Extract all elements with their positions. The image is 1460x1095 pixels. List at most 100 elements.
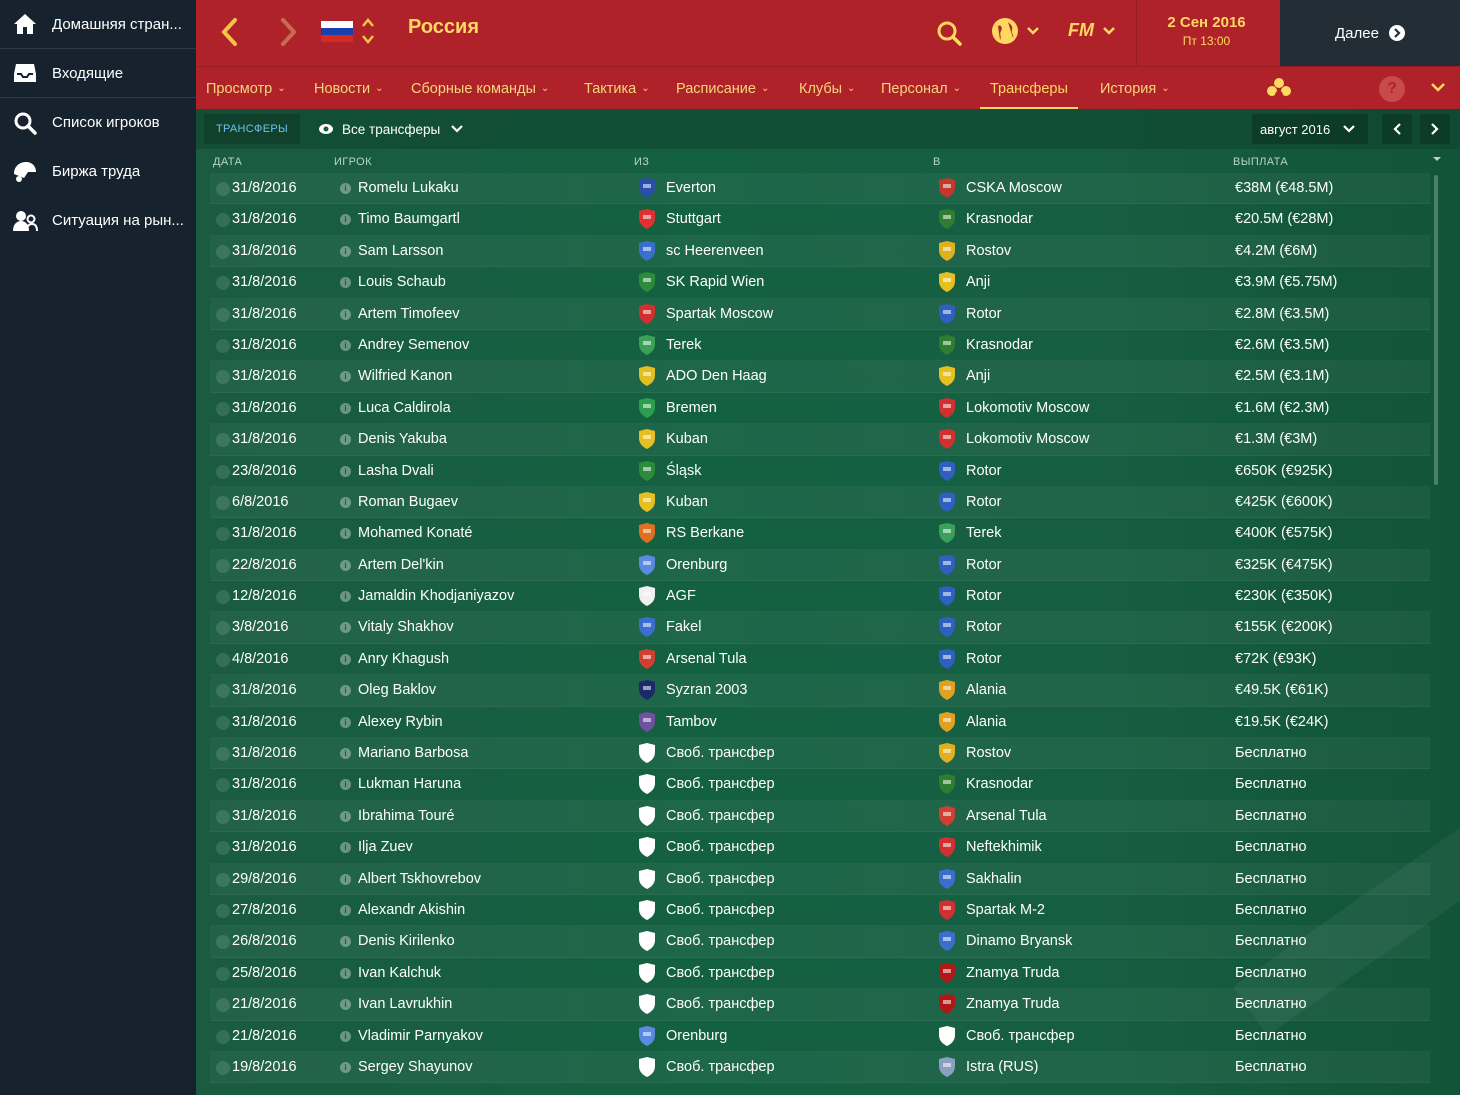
player-name-link[interactable]: Timo Baumgartl <box>358 211 460 228</box>
info-icon[interactable]: i <box>340 685 351 697</box>
info-icon[interactable]: i <box>340 214 351 226</box>
menu-history[interactable]: История ⌄ <box>1100 67 1170 110</box>
row-select-checkbox[interactable] <box>216 903 230 918</box>
table-row[interactable]: 19/8/2016 i Sergey Shayunov Своб. трансфер I… <box>210 1051 1430 1084</box>
info-icon[interactable]: i <box>340 591 351 603</box>
row-select-checkbox[interactable] <box>216 307 230 322</box>
from-club-link[interactable]: Tambov <box>666 713 717 730</box>
table-row[interactable]: 31/8/2016 i Oleg Baklov Syzran 2003 Alania €4… <box>210 675 1430 707</box>
player-name-link[interactable]: Sergey Shayunov <box>358 1058 473 1075</box>
row-select-checkbox[interactable] <box>216 338 230 353</box>
table-row[interactable]: 31/8/2016 i Mariano Barbosa Своб. трансфер R… <box>210 738 1430 770</box>
search-button[interactable] <box>936 20 962 51</box>
prev-month-button[interactable] <box>1382 114 1412 144</box>
info-icon[interactable]: i <box>340 999 351 1011</box>
player-name-link[interactable]: Lasha Dvali <box>358 462 434 479</box>
back-button[interactable] <box>218 17 240 52</box>
row-select-checkbox[interactable] <box>216 778 230 793</box>
column-options-button[interactable] <box>1432 154 1442 166</box>
menu-transfers[interactable]: Трансферы <box>980 67 1078 110</box>
table-row[interactable]: 27/8/2016 i Alexandr Akishin Своб. трансфер… <box>210 895 1430 927</box>
player-name-link[interactable]: Alexey Rybin <box>358 713 443 730</box>
continue-button[interactable]: Далее <box>1280 0 1460 66</box>
table-row[interactable]: 31/8/2016 i Louis Schaub SK Rapid Wien Anji €… <box>210 267 1430 299</box>
table-row[interactable]: 25/8/2016 i Ivan Kalchuk Своб. трансфер Znam… <box>210 958 1430 990</box>
fm-menu-button[interactable]: FM <box>1068 20 1116 41</box>
table-row[interactable]: 31/8/2016 i Ibrahima Touré Своб. трансфер Ar… <box>210 800 1430 833</box>
player-name-link[interactable]: Roman Bugaev <box>358 493 458 510</box>
info-icon[interactable]: i <box>340 716 351 728</box>
sidebar-item-player-search[interactable]: Список игроков <box>0 98 196 147</box>
menu-staff[interactable]: Персонал ⌄ <box>881 67 961 110</box>
row-select-checkbox[interactable] <box>216 966 230 981</box>
help-button[interactable]: ? <box>1379 76 1405 102</box>
from-club-link[interactable]: SK Rapid Wien <box>666 274 765 291</box>
to-club-link[interactable]: Rotor <box>966 619 1002 636</box>
info-icon[interactable]: i <box>340 402 351 414</box>
table-row[interactable]: 26/8/2016 i Denis Kirilenko Своб. трансфер D… <box>210 926 1430 958</box>
table-row[interactable]: 12/8/2016 i Jamaldin Khodjaniyazov AGF Rotor… <box>210 581 1430 613</box>
table-row[interactable]: 31/8/2016 i Wilfried Kanon ADO Den Haag Anji… <box>210 361 1430 393</box>
row-select-checkbox[interactable] <box>216 684 230 699</box>
info-icon[interactable]: i <box>340 245 351 257</box>
row-select-checkbox[interactable] <box>216 1029 230 1044</box>
player-name-link[interactable]: Vitaly Shakhov <box>358 619 454 636</box>
row-select-checkbox[interactable] <box>216 872 230 887</box>
player-name-link[interactable]: Vladimir Parnyakov <box>358 1027 483 1044</box>
from-club-link[interactable]: Fakel <box>666 619 702 636</box>
table-row[interactable]: 3/8/2016 i Vitaly Shakhov Fakel Rotor €155K (… <box>210 612 1430 644</box>
row-select-checkbox[interactable] <box>216 433 230 448</box>
row-select-checkbox[interactable] <box>216 370 230 385</box>
info-icon[interactable]: i <box>340 308 351 320</box>
sidebar-item-inbox[interactable]: Входящие <box>0 49 196 98</box>
row-select-checkbox[interactable] <box>216 558 230 573</box>
row-select-checkbox[interactable] <box>216 244 230 259</box>
table-row[interactable]: 31/8/2016 i Romelu Lukaku Everton CSKA Mosco… <box>210 173 1430 205</box>
to-club-link[interactable]: Istra (RUS) <box>966 1058 1039 1075</box>
player-name-link[interactable]: Ilja Zuev <box>358 839 413 856</box>
table-row[interactable]: 31/8/2016 i Sam Larsson sc Heerenveen Rostov… <box>210 235 1430 268</box>
player-name-link[interactable]: Mariano Barbosa <box>358 745 469 762</box>
info-icon[interactable]: i <box>340 967 351 979</box>
to-club-link[interactable]: Alania <box>966 682 1007 699</box>
info-icon[interactable]: i <box>340 653 351 665</box>
info-icon[interactable]: i <box>340 622 351 634</box>
from-club-link[interactable]: Kuban <box>666 493 708 510</box>
player-name-link[interactable]: Ivan Lavrukhin <box>358 996 453 1013</box>
from-club-link[interactable]: Orenburg <box>666 556 728 573</box>
info-icon[interactable]: i <box>340 496 351 508</box>
to-club-link[interactable]: Rotor <box>966 305 1002 322</box>
next-month-button[interactable] <box>1420 114 1450 144</box>
to-club-link[interactable]: Znamya Truda <box>966 996 1060 1013</box>
info-icon[interactable]: i <box>340 371 351 383</box>
player-name-link[interactable]: Denis Yakuba <box>358 431 447 448</box>
info-icon[interactable]: i <box>340 810 351 822</box>
table-row[interactable]: 21/8/2016 i Ivan Lavrukhin Своб. трансфер Zn… <box>210 989 1430 1021</box>
transfers-filter-dropdown[interactable]: Все трансферы <box>318 114 464 144</box>
from-club-link[interactable]: Bremen <box>666 399 717 416</box>
table-row[interactable]: 6/8/2016 i Roman Bugaev Kuban Rotor €425K (€6… <box>210 486 1430 519</box>
player-name-link[interactable]: Mohamed Konaté <box>358 525 473 542</box>
from-club-link[interactable]: Śląsk <box>666 462 702 479</box>
table-row[interactable]: 31/8/2016 i Timo Baumgartl Stuttgart Krasnod… <box>210 204 1430 236</box>
to-club-link[interactable]: Rotor <box>966 462 1002 479</box>
sidebar-item-home[interactable]: Домашняя стран... <box>0 0 196 49</box>
sidebar-item-market[interactable]: Ситуация на рын... <box>0 196 196 245</box>
player-name-link[interactable]: Artem Del'kin <box>358 556 444 573</box>
from-club-link[interactable]: Everton <box>666 180 716 196</box>
player-name-link[interactable]: Andrey Semenov <box>358 336 470 353</box>
row-select-checkbox[interactable] <box>216 809 230 824</box>
to-club-link[interactable]: Terek <box>966 525 1002 542</box>
info-icon[interactable]: i <box>340 904 351 916</box>
table-row[interactable]: 31/8/2016 i Lukman Haruna Своб. трансфер Kra… <box>210 769 1430 801</box>
from-club-link[interactable]: Arsenal Tula <box>666 650 747 667</box>
col-header-to[interactable]: В <box>933 156 941 168</box>
menu-news[interactable]: Новости ⌄ <box>314 67 384 110</box>
row-select-checkbox[interactable] <box>216 182 230 196</box>
to-club-link[interactable]: Rotor <box>966 650 1002 667</box>
to-club-link[interactable]: Neftekhimik <box>966 839 1042 856</box>
row-select-checkbox[interactable] <box>216 590 230 605</box>
player-name-link[interactable]: Jamaldin Khodjaniyazov <box>358 588 515 605</box>
info-icon[interactable]: i <box>340 779 351 791</box>
player-name-link[interactable]: Albert Tskhovrebov <box>358 870 482 887</box>
